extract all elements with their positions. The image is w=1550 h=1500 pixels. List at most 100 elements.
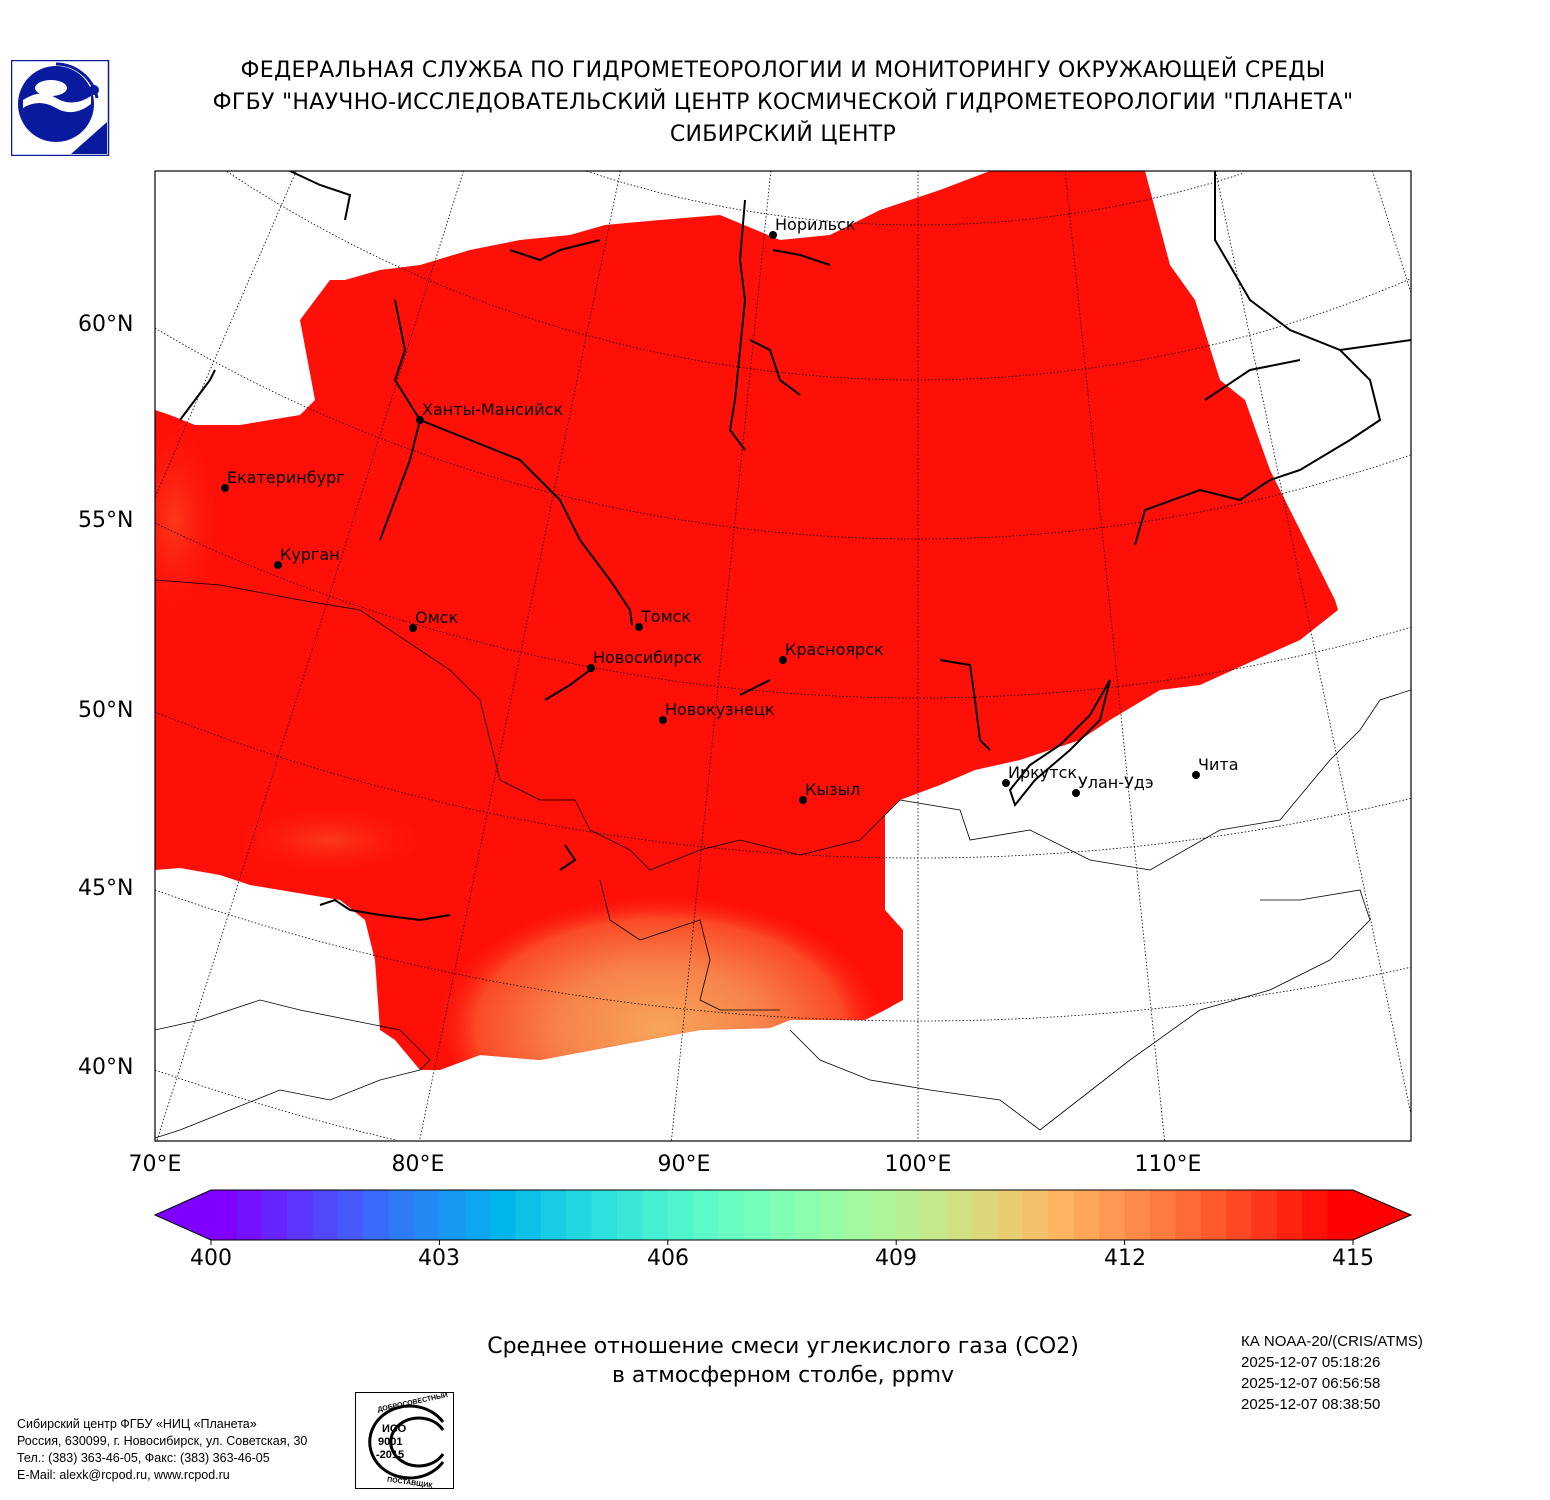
colorbar-bin — [236, 1190, 263, 1240]
colorbar-bin — [1048, 1190, 1075, 1240]
colorbar-bin — [540, 1190, 567, 1240]
colorbar-bin — [1124, 1190, 1151, 1240]
colorbar-tick-415: 415 — [1332, 1246, 1374, 1271]
colorbar-bin — [1175, 1190, 1202, 1240]
colorbar-bin — [1302, 1190, 1329, 1240]
colorbar-extend-min — [155, 1190, 211, 1240]
parallel-70n — [586, 171, 1244, 226]
lat-label-40: 40°N — [78, 1055, 134, 1080]
pass-time-1: 2025-12-07 05:18:26 — [1241, 1354, 1381, 1371]
colorbar-bin — [1023, 1190, 1050, 1240]
colorbar-bin — [439, 1190, 466, 1240]
co2-field — [155, 171, 1338, 1070]
parallel-50n — [155, 711, 1411, 859]
city-label: Омск — [415, 608, 459, 627]
meridian-110e — [1064, 171, 1165, 1141]
city-marker — [635, 623, 643, 631]
colorbar-tick-400: 400 — [190, 1246, 232, 1271]
colorbar-bin — [363, 1190, 390, 1240]
meridian-60e — [155, 171, 297, 499]
colorbar-bin — [515, 1190, 542, 1240]
city-marker — [769, 231, 777, 239]
colorbar-bin — [312, 1190, 339, 1240]
address-line-3: Тел.: (383) 363-46-05, Факс: (383) 363-4… — [17, 1451, 270, 1465]
address-line-2: Россия, 630099, г. Новосибирск, ул. Сове… — [17, 1434, 308, 1448]
meridian-80e — [419, 171, 621, 1141]
colorbar-bin — [1226, 1190, 1253, 1240]
colorbar-bin — [667, 1190, 694, 1240]
city-label: Новосибирск — [593, 648, 703, 667]
co2-map — [153, 170, 1413, 1245]
lat-label-60: 60°N — [78, 312, 134, 337]
colorbar-bin — [388, 1190, 415, 1240]
colorbar-bin — [414, 1190, 440, 1240]
low-co2-region-west — [155, 410, 225, 630]
colorbar-extend-max — [1353, 1190, 1411, 1240]
city-label: Иркутск — [1008, 763, 1078, 782]
lon-label-90: 90°E — [657, 1152, 711, 1177]
colorbar-bin — [794, 1190, 821, 1240]
colorbar-bin — [693, 1190, 720, 1240]
city-label: Томск — [641, 607, 692, 626]
city-label: Ханты-Мансийск — [422, 400, 564, 419]
pass-time-2: 2025-12-07 06:56:58 — [1241, 1375, 1381, 1392]
co2-field-area — [155, 171, 1338, 1070]
parallel-40n — [155, 1069, 396, 1141]
city-label: Норильск — [775, 215, 856, 234]
header-line-2: ФГБУ "НАУЧНО-ИССЛЕДОВАТЕЛЬСКИЙ ЦЕНТР КОС… — [212, 90, 1354, 115]
city-marker — [1002, 779, 1010, 787]
low-co2-region — [430, 865, 890, 1070]
city-label: Кызыл — [805, 780, 861, 799]
colorbar-bin — [1149, 1190, 1176, 1240]
colorbar-bin — [1327, 1190, 1354, 1240]
city-label: Курган — [280, 545, 340, 564]
pass-time-3: 2025-12-07 08:38:50 — [1241, 1396, 1381, 1413]
city-marker — [416, 416, 424, 424]
svg-text:-2015: -2015 — [376, 1449, 404, 1461]
colorbar-bin — [1251, 1190, 1278, 1240]
lon-label-100: 100°E — [884, 1152, 952, 1177]
colorbar-bin — [1073, 1190, 1100, 1240]
colorbar-bin — [642, 1190, 669, 1240]
colorbar-tick-406: 406 — [647, 1246, 689, 1271]
header-line-3: СИБИРСКИЙ ЦЕНТР — [669, 122, 897, 147]
header-line-1: ФЕДЕРАЛЬНАЯ СЛУЖБА ПО ГИДРОМЕТЕОРОЛОГИИ … — [240, 58, 1326, 83]
colorbar-tick-403: 403 — [418, 1246, 460, 1271]
address-line-4: E-Mail: alexk@rcpod.ru, www.rcpod.ru — [17, 1468, 230, 1482]
colorbar-bin — [972, 1190, 999, 1240]
city-label: Чита — [1198, 755, 1239, 774]
caption-line-1: Среднее отношение смеси углекислого газа… — [487, 1334, 1079, 1359]
city-marker — [799, 796, 807, 804]
svg-text:9001: 9001 — [378, 1436, 402, 1448]
city-label: Красноярск — [785, 640, 884, 659]
map-frame — [154, 170, 1412, 1142]
colorbar-bin — [1200, 1190, 1227, 1240]
city-marker — [1192, 771, 1200, 779]
parallel-65n — [226, 171, 1411, 381]
colorbar-bin — [261, 1190, 288, 1240]
city-label: Улан-Удэ — [1078, 773, 1154, 792]
iso-9001-stamp: ИСО 9001 -2015 ДОБРОСОВЕСТНЫЙ ПОСТАВЩИК — [355, 1392, 454, 1489]
colorbar-bin — [617, 1190, 644, 1240]
meridian-130e — [1372, 171, 1411, 295]
meridian-90e — [671, 171, 772, 1141]
planeta-logo — [11, 60, 110, 156]
lon-label-110: 110°E — [1134, 1152, 1202, 1177]
colorbar — [153, 1189, 1413, 1245]
low-co2-region-south — [220, 800, 440, 880]
colorbar-bin — [464, 1190, 491, 1240]
colorbar-bin — [337, 1190, 364, 1240]
city-marker — [1072, 789, 1080, 797]
colorbar-bin — [287, 1190, 314, 1240]
satellite-instrument: КА NOAA-20/(CRIS/ATMS) — [1241, 1333, 1423, 1350]
lat-label-45: 45°N — [78, 876, 134, 901]
city-markers — [221, 231, 1200, 804]
colorbar-bin — [946, 1190, 973, 1240]
lat-label-55: 55°N — [78, 508, 134, 533]
colorbar-bin — [211, 1190, 237, 1240]
address-line-1: Сибирский центр ФГБУ «НИЦ «Планета» — [17, 1417, 257, 1431]
city-marker — [409, 624, 417, 632]
parallel-60n — [155, 327, 1411, 540]
city-marker — [779, 656, 787, 664]
colorbar-tick-412: 412 — [1104, 1246, 1146, 1271]
